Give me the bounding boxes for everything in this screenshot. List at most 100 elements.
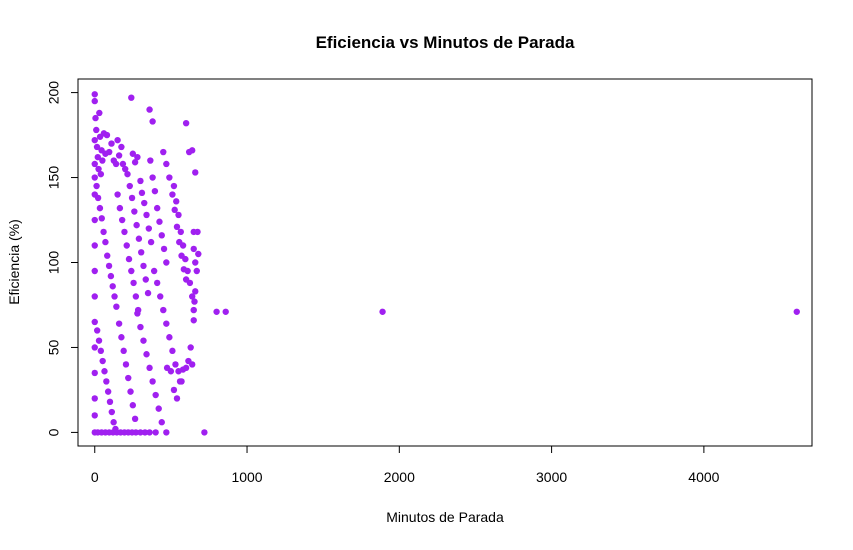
data-point [91, 344, 98, 351]
data-point [91, 242, 98, 249]
y-tick-label: 150 [46, 166, 62, 190]
data-point [114, 191, 121, 198]
data-point [189, 361, 196, 368]
data-point [141, 199, 148, 207]
data-point [151, 187, 159, 195]
data-point [153, 279, 161, 287]
data-point [93, 327, 101, 334]
data-point [106, 398, 114, 406]
data-point [192, 288, 199, 295]
data-point [192, 259, 199, 266]
data-point [182, 364, 190, 372]
data-point [172, 361, 179, 368]
data-point [127, 388, 134, 395]
data-point [111, 293, 118, 300]
data-point [101, 368, 108, 375]
data-point [110, 419, 117, 426]
data-point [132, 293, 140, 300]
data-point [184, 267, 191, 275]
data-point [96, 204, 104, 212]
data-point [175, 211, 182, 219]
data-point [189, 293, 196, 300]
y-tick-label: 200 [46, 81, 62, 105]
data-point [187, 344, 194, 351]
data-point [157, 293, 164, 300]
data-point [201, 429, 208, 436]
data-point [112, 160, 120, 168]
data-point [170, 182, 178, 190]
data-point [128, 94, 135, 101]
y-tick-label: 50 [46, 339, 62, 355]
data-point [182, 119, 190, 127]
data-point [166, 174, 173, 181]
data-point [96, 109, 103, 117]
data-point [132, 429, 140, 436]
data-point [222, 308, 229, 315]
data-point [179, 242, 187, 249]
data-point [190, 317, 197, 324]
data-point [91, 395, 98, 402]
data-point [163, 320, 170, 327]
y-tick-label: 100 [46, 251, 62, 275]
data-point [149, 118, 156, 125]
data-point [193, 267, 200, 275]
data-point [129, 402, 137, 409]
data-point [155, 405, 162, 412]
data-point [113, 303, 120, 310]
data-point [130, 279, 137, 287]
data-point [150, 267, 158, 275]
data-point [146, 364, 153, 372]
data-point [131, 415, 139, 423]
data-point [92, 114, 99, 122]
data-point [158, 419, 165, 426]
data-point [793, 308, 800, 315]
data-point [128, 267, 135, 275]
data-point [176, 378, 184, 385]
data-point [99, 357, 106, 365]
data-point [115, 152, 123, 159]
data-point [149, 174, 156, 181]
data-point [109, 283, 116, 290]
data-point [133, 221, 140, 229]
data-point [137, 249, 145, 256]
data-point [116, 204, 124, 212]
x-tick-label: 3000 [536, 469, 567, 485]
plot-frame [77, 78, 813, 447]
data-point [190, 306, 197, 314]
data-point [177, 228, 184, 236]
data-point [97, 170, 105, 178]
data-point [160, 245, 168, 253]
data-point [100, 228, 107, 236]
data-point [137, 177, 144, 185]
data-point [94, 153, 101, 161]
data-point [169, 191, 176, 198]
data-point [163, 259, 170, 266]
data-point [134, 153, 141, 161]
data-point [129, 150, 137, 157]
data-point [97, 347, 105, 355]
y-axis-label: Eficiencia (%) [6, 219, 22, 305]
data-point [135, 235, 143, 242]
data-point [186, 279, 194, 287]
data-point [122, 361, 130, 368]
x-axis-label: Minutos de Parada [386, 509, 504, 525]
x-tick-label: 0 [91, 469, 99, 485]
data-point [91, 97, 98, 105]
data-point [191, 298, 198, 305]
data-point [128, 194, 136, 202]
data-point [142, 276, 149, 283]
data-point [149, 378, 156, 385]
data-point [105, 262, 113, 270]
data-point [213, 308, 220, 315]
data-point [173, 223, 181, 231]
data-point [114, 136, 121, 144]
data-point [147, 238, 155, 246]
data-point [156, 218, 163, 225]
data-point [131, 208, 138, 215]
data-point [104, 388, 112, 395]
data-point [108, 408, 116, 416]
x-axis: 0 1000 2000 3000 4000 [91, 445, 720, 485]
data-point [192, 169, 199, 176]
data-point [189, 147, 196, 154]
